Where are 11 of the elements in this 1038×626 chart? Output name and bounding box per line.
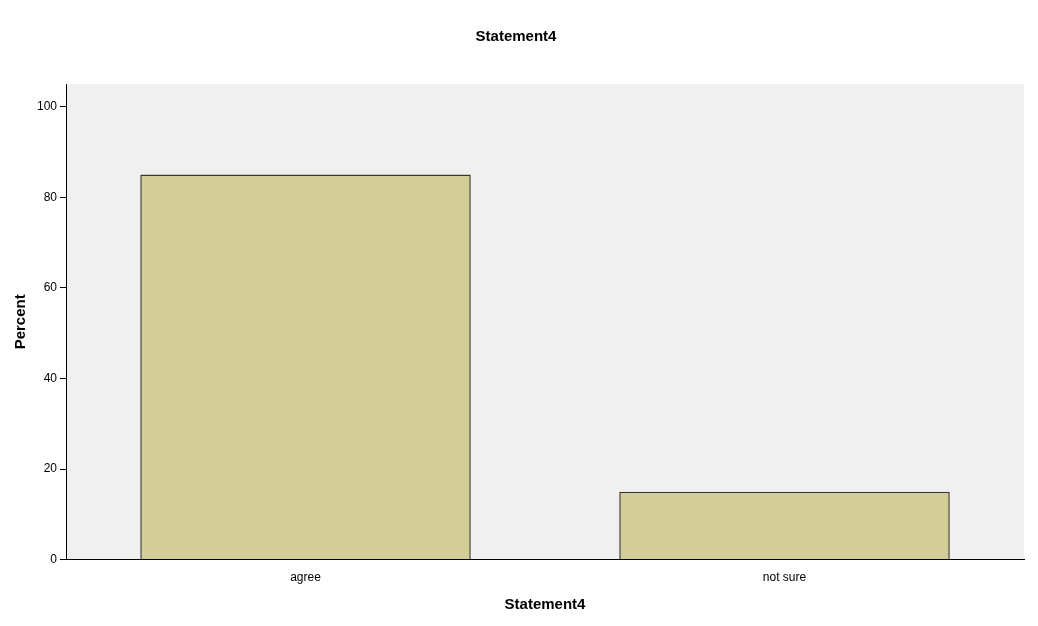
x-tick-label: agree [290, 570, 322, 585]
y-tick-label: 80 [43, 189, 58, 204]
y-tick-label: 40 [43, 370, 58, 385]
y-tick-label: 100 [36, 98, 58, 113]
y-tick-label: 0 [50, 551, 58, 566]
y-tick-label: 20 [43, 461, 58, 476]
chart-title: Statement4 [475, 27, 558, 45]
y-tick-label: 60 [43, 280, 58, 295]
x-axis-title: Statement4 [504, 595, 587, 613]
y-axis-title: Percent [11, 294, 29, 350]
x-tick-label: not sure [762, 570, 807, 585]
